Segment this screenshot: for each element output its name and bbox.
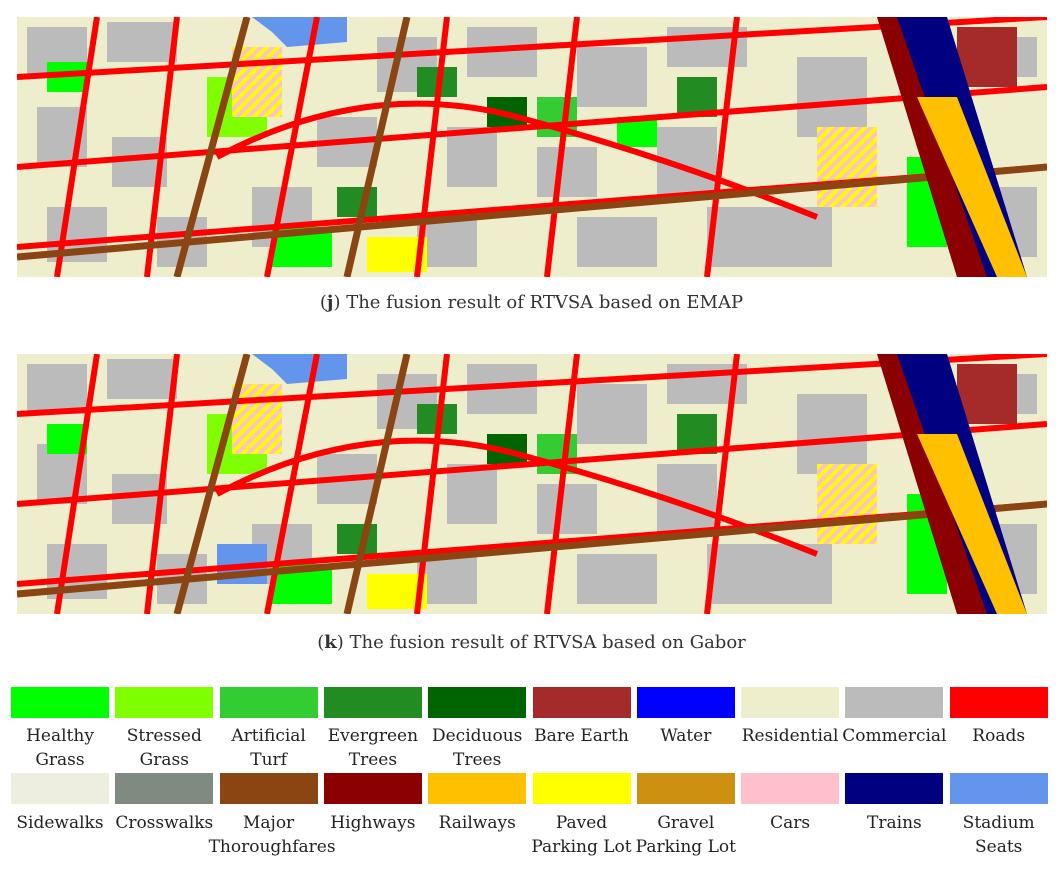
- legend-label-line1: Paved: [555, 813, 608, 833]
- legend-swatch: [11, 687, 109, 718]
- legend-label-line1: Deciduous: [431, 726, 523, 746]
- legend-label: Gravel Parking Lot: [626, 811, 746, 859]
- legend-label: Stadium Seats: [939, 811, 1059, 859]
- caption-emap: (j) The fusion result of RTVSA based on …: [319, 292, 744, 313]
- legend-label: Artificial Turf: [209, 724, 329, 772]
- legend-swatch: [219, 773, 318, 804]
- legend-label-line1: Cars: [770, 813, 811, 833]
- legend-label-line2: Thoroughfares: [208, 837, 336, 857]
- legend-label-line1: Trains: [867, 813, 922, 833]
- legend-label-line1: Artificial: [231, 726, 306, 746]
- legend-swatch: [636, 687, 735, 718]
- legend-label: Stressed Grass: [104, 724, 224, 772]
- legend-label-line1: Water: [660, 726, 712, 746]
- legend-swatch: [949, 773, 1048, 804]
- legend-label: Water: [626, 724, 746, 748]
- legend-swatch: [428, 687, 527, 718]
- legend-swatch: [845, 773, 944, 804]
- legend-label: Paved Parking Lot: [522, 811, 642, 859]
- legend-label: Healthy Grass: [0, 724, 120, 772]
- classification-map-emap: [17, 17, 1047, 277]
- legend-swatch: [115, 773, 214, 804]
- legend-label: Railways: [417, 811, 537, 835]
- legend-label: Evergreen Trees: [313, 724, 433, 772]
- legend-label-line1: Evergreen: [327, 726, 419, 746]
- legend-label: Commercial: [834, 724, 954, 748]
- caption-emap-letter: j: [326, 292, 334, 313]
- legend-swatch: [115, 687, 214, 718]
- classification-map-gabor: [17, 354, 1047, 614]
- legend-label: Residential: [730, 724, 850, 748]
- legend-label-line2: Turf: [250, 750, 287, 770]
- legend-label-line1: Stadium: [962, 813, 1035, 833]
- legend-swatch: [532, 687, 631, 718]
- legend-label-line1: Highways: [330, 813, 416, 833]
- legend-label-line1: Sidewalks: [16, 813, 104, 833]
- legend-label: Deciduous Trees: [417, 724, 537, 772]
- legend-label: Cars: [730, 811, 850, 835]
- legend-label-line1: Railways: [438, 813, 516, 833]
- legend-label-line2: Seats: [974, 837, 1023, 857]
- legend-swatch: [741, 687, 840, 718]
- legend-swatch: [323, 773, 422, 804]
- map-emap-graphic: [17, 17, 1047, 277]
- legend-label: Roads: [939, 724, 1059, 748]
- legend-label: Highways: [313, 811, 433, 835]
- legend-label-line1: Gravel: [657, 813, 715, 833]
- caption-gabor: (k) The fusion result of RTVSA based on …: [317, 632, 746, 653]
- legend-swatch: [741, 773, 840, 804]
- legend-label-line1: Roads: [972, 726, 1026, 746]
- legend-label-line2: Parking Lot: [531, 837, 632, 857]
- legend-label-line1: Major: [243, 813, 295, 833]
- map-gabor-graphic: [17, 354, 1047, 614]
- legend-label-line1: Crosswalks: [115, 813, 214, 833]
- legend-label: Sidewalks: [0, 811, 120, 835]
- caption-emap-text: The fusion result of RTVSA based on EMAP: [340, 292, 744, 313]
- legend-label: Crosswalks: [104, 811, 224, 835]
- legend-label-line1: Residential: [741, 726, 839, 746]
- caption-gabor-text: The fusion result of RTVSA based on Gabo…: [343, 632, 746, 653]
- legend-swatch: [532, 773, 631, 804]
- legend-swatch: [949, 687, 1048, 718]
- legend-label-line2: Parking Lot: [635, 837, 736, 857]
- legend-swatch: [323, 687, 422, 718]
- legend-label-line2: Trees: [348, 750, 398, 770]
- legend-label-line1: Healthy: [26, 726, 94, 746]
- legend-label: Major Thoroughfares: [208, 811, 336, 859]
- legend-label-line2: Grass: [139, 750, 189, 770]
- legend-swatch: [845, 687, 944, 718]
- legend-swatch: [219, 687, 318, 718]
- legend-label: Bare Earth: [522, 724, 642, 748]
- legend-label-line2: Trees: [453, 750, 502, 770]
- legend-label-line2: Grass: [35, 750, 85, 770]
- legend-swatch: [11, 773, 109, 804]
- legend-swatch: [636, 773, 735, 804]
- legend-label: Trains: [834, 811, 954, 835]
- legend-label-line1: Stressed: [126, 726, 202, 746]
- legend-label-line1: Bare Earth: [534, 726, 629, 746]
- legend-swatch: [428, 773, 527, 804]
- caption-gabor-letter: k: [324, 632, 337, 653]
- legend-label-line1: Commercial: [842, 726, 947, 746]
